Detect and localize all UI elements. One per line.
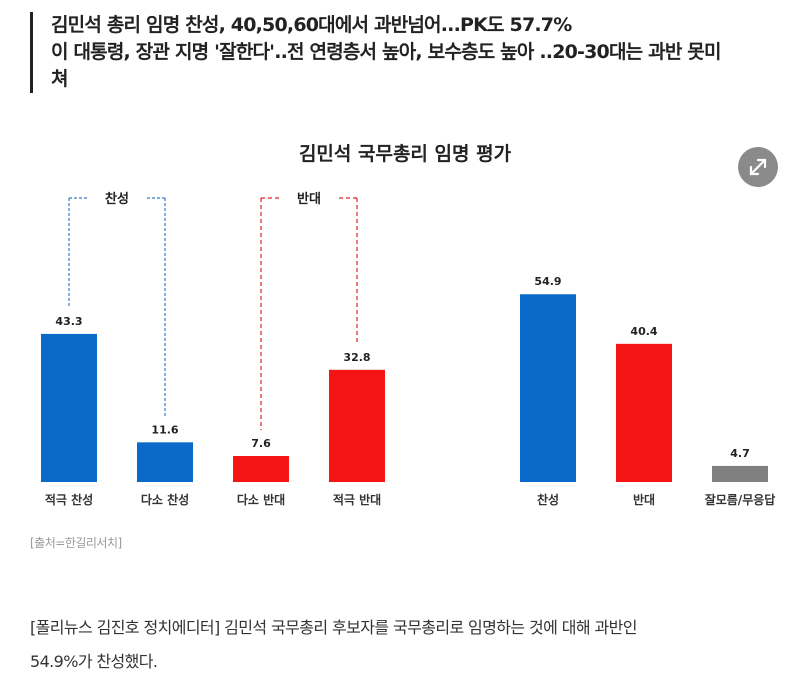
subhead-line: 쳐: [51, 68, 68, 90]
group-label: 반대: [297, 191, 321, 207]
data-label: 7.6: [251, 437, 271, 450]
data-label: 4.7: [730, 447, 750, 460]
data-label: 43.3: [55, 315, 82, 328]
subhead-line: 김민석 총리 임명 찬성, 40,50,60대에서 과반넘어...PK도 57.…: [51, 14, 572, 36]
category-label: 다소 반대: [237, 492, 285, 507]
chart-canvas: 김민석 국무총리 임명 평가 43.3 적극 찬성 11.6 다소 찬성 찬성 7.6 다소 …: [41, 143, 776, 507]
article-body: [폴리뉴스 김진호 정치에디터] 김민석 국무총리 후보자를 국무총리로 임명하…: [30, 611, 790, 679]
data-label: 54.9: [534, 275, 561, 288]
bar-group1-1: [329, 369, 385, 482]
category-label: 반대: [633, 492, 655, 507]
bar-group0-1: [137, 442, 193, 482]
category-label: 잘모름/무응답: [705, 492, 776, 507]
expand-arrows-icon: [749, 158, 767, 176]
chart-figure: 김민석 국무총리 임명 평가 43.3 적극 찬성 11.6 다소 찬성 찬성 7.6 다소 …: [0, 120, 800, 520]
body-line: 54.9%가 찬성했다.: [30, 652, 158, 671]
article-subhead: 김민석 총리 임명 찬성, 40,50,60대에서 과반넘어...PK도 57.…: [30, 12, 800, 93]
bar-group0-0: [41, 333, 97, 482]
data-label: 32.8: [343, 351, 370, 364]
bar-group1-0: [233, 456, 289, 482]
bar-total-1: [616, 343, 672, 482]
category-label: 적극 찬성: [45, 492, 93, 507]
expand-image-button[interactable]: [738, 147, 778, 187]
category-label: 적극 반대: [333, 492, 381, 507]
chart-title: 김민석 국무총리 임명 평가: [299, 143, 512, 165]
subhead-line: 이 대통령, 장관 지명 '잘한다'..전 연령층서 높아, 보수층도 높아 .…: [51, 41, 721, 63]
group-label: 찬성: [105, 191, 129, 207]
data-label: 40.4: [630, 325, 657, 338]
category-label: 찬성: [537, 492, 559, 507]
image-source: [출처=한길리서치]: [30, 536, 122, 550]
body-line: [폴리뉴스 김진호 정치에디터] 김민석 국무총리 후보자를 국무총리로 임명하…: [30, 618, 637, 637]
bar-total-2: [712, 465, 768, 482]
category-label: 다소 찬성: [141, 492, 189, 507]
data-label: 11.6: [151, 423, 178, 436]
bar-total-0: [520, 294, 576, 482]
